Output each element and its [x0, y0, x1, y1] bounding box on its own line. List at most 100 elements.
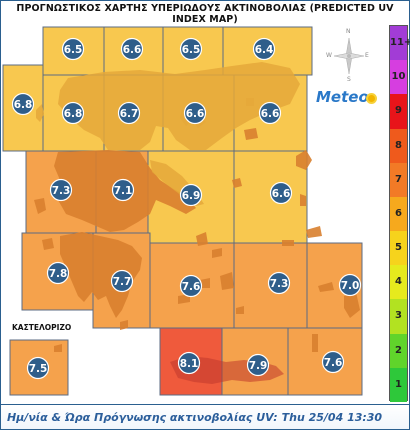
uv-markers: 6.5 6.6 6.5 6.4 6.8 6.8 6.7 6.6 6.6 7.3 7.1 6.9 6.6 7…: [11, 37, 362, 380]
uv-cell-crete-west: 8.1: [177, 351, 201, 375]
compass-west: W: [326, 52, 332, 59]
land-thasos: [246, 98, 254, 106]
legend-item-4: 4: [390, 265, 407, 300]
meteo-logo: Meteo: [316, 88, 369, 106]
footer-label: Ημ/νία & Ώρα Πρόγνωσης ακτινοβολίας UV:: [7, 410, 278, 424]
uv-cell-r1-c3: 6.5: [179, 37, 203, 61]
uv-value-label: 7.9: [249, 360, 268, 372]
uv-cell-r1-c4: 6.4: [252, 37, 276, 61]
uv-marker-circle: [179, 183, 203, 207]
uv-marker-circle: [49, 178, 73, 202]
compass-east: E: [365, 52, 369, 59]
uv-marker-circle: [179, 274, 203, 298]
land-kos: [318, 282, 334, 292]
land-andros: [196, 232, 208, 246]
legend-item-1: 1: [390, 367, 407, 402]
uv-cell-r3-c2: 7.1: [111, 178, 135, 202]
land-ikaria: [282, 240, 294, 246]
uv-marker-circle: [183, 101, 207, 125]
land-kefalonia: [34, 198, 46, 214]
land-skyros: [232, 178, 242, 188]
land-milos: [178, 294, 190, 304]
uv-cell-r3-c1: 7.3: [49, 178, 73, 202]
uv-marker-circle: [258, 101, 282, 125]
uv-value-label: 7.6: [182, 281, 201, 293]
land-lemnos: [244, 128, 258, 140]
land-kastelorizo: [54, 344, 62, 352]
land-kythera: [120, 320, 128, 330]
uv-marker-circle: [321, 350, 345, 374]
uv-value-label: 7.5: [29, 363, 48, 375]
compass-south: S: [347, 76, 351, 83]
uv-value-label: 7.6: [324, 357, 343, 369]
uv-cell-r1-c1: 6.5: [61, 37, 85, 61]
uv-cell-r4-c3: 7.6: [179, 274, 203, 298]
legend-item-8: 8: [390, 128, 407, 163]
land-corfu: [36, 104, 44, 122]
uv-marker-circle: [267, 271, 291, 295]
uv-cell-bg-r3-c4: [233, 150, 308, 244]
uv-marker-circle: [26, 356, 50, 380]
uv-value-label: 8.1: [180, 358, 199, 370]
uv-cell-crete-east: 7.9: [246, 353, 270, 377]
uv-marker-circle: [177, 351, 201, 375]
land-peloponnese: [60, 232, 142, 318]
uv-value-label: 6.6: [261, 108, 280, 120]
uv-scale-legend: 11+ 10 9 8 7 6 5 4 3 2 1: [389, 25, 410, 402]
legend-item-3: 3: [390, 299, 407, 334]
uv-marker-circle: [11, 92, 35, 116]
sun-icon: [366, 93, 377, 104]
uv-cell-r3-c3: 6.9: [179, 183, 203, 207]
uv-value-label: 7.3: [52, 185, 71, 197]
land-naxos: [220, 272, 234, 290]
uv-marker-circle: [110, 269, 134, 293]
uv-cell-r2-c0: 6.8: [11, 92, 35, 116]
uv-marker-circle: [111, 178, 135, 202]
legend-item-2: 2: [390, 333, 407, 368]
uv-value-label: 6.6: [272, 188, 291, 200]
uv-marker-circle: [252, 37, 276, 61]
uv-value-label: 6.5: [64, 44, 83, 56]
uv-cell-r4-c4: 7.3: [267, 271, 291, 295]
land-north: [58, 62, 300, 150]
uv-value-label: 7.8: [49, 268, 68, 280]
compass-north: N: [346, 28, 351, 35]
uv-cell-r2-c3: 6.6: [183, 101, 207, 125]
uv-value-label: 7.1: [114, 185, 133, 197]
land-chios: [300, 194, 306, 206]
uv-marker-circle: [117, 101, 141, 125]
uv-cell-r2-c1: 6.8: [61, 101, 85, 125]
uv-value-label: 7.0: [341, 280, 360, 292]
uv-value-label: 6.8: [14, 99, 33, 111]
forecast-footer: Ημ/νία & Ώρα Πρόγνωσης ακτινοβολίας UV: …: [1, 404, 409, 429]
uv-marker-circle: [46, 261, 70, 285]
land-lesvos: [296, 150, 312, 170]
land-islands: [120, 128, 360, 352]
land-rhodes: [344, 292, 360, 318]
land-karpathos: [312, 334, 318, 352]
compass-rose: N S E W: [326, 28, 370, 83]
uv-cell-r5-c5: 7.6: [321, 350, 345, 374]
land-paros: [200, 278, 210, 288]
uv-cell-r4-c5: 7.0: [338, 273, 362, 297]
uv-value-label: 6.6: [123, 44, 142, 56]
uv-map: 6.5 6.6 6.5 6.4 6.8 6.8 6.7 6.6 6.6 7.3 7.1 6.9 6.6 7…: [2, 26, 363, 396]
legend-item-7: 7: [390, 162, 407, 197]
uv-cell-kastelorizo: 7.5: [26, 356, 50, 380]
uv-value-label: 6.4: [255, 44, 274, 56]
uv-cell-r3-c4: 6.6: [269, 181, 293, 205]
uv-marker-circle: [179, 37, 203, 61]
uv-value-label: 6.9: [182, 190, 201, 202]
uv-value-label: 7.7: [113, 276, 132, 288]
legend-item-10: 10: [390, 60, 407, 95]
uv-value-label: 6.7: [120, 108, 139, 120]
kastelorizo-label: ΚΑΣΤΕΛΟΡΙΖΟ: [12, 323, 72, 332]
land-samos: [306, 226, 322, 238]
uv-marker-circle: [61, 37, 85, 61]
land-zakynthos: [42, 238, 54, 250]
legend-item-11plus: 11+: [390, 26, 410, 61]
legend-item-6: 6: [390, 196, 407, 232]
uv-value-label: 6.8: [64, 108, 83, 120]
map-title: ΠΡΟΓΝΩΣΤΙΚΟΣ ΧΑΡΤΗΣ ΥΠΕΡΙΩΔΟΥΣ ΑΚΤΙΝΟΒΟΛ…: [16, 3, 394, 25]
uv-cell-r4-c1: 7.8: [46, 261, 70, 285]
